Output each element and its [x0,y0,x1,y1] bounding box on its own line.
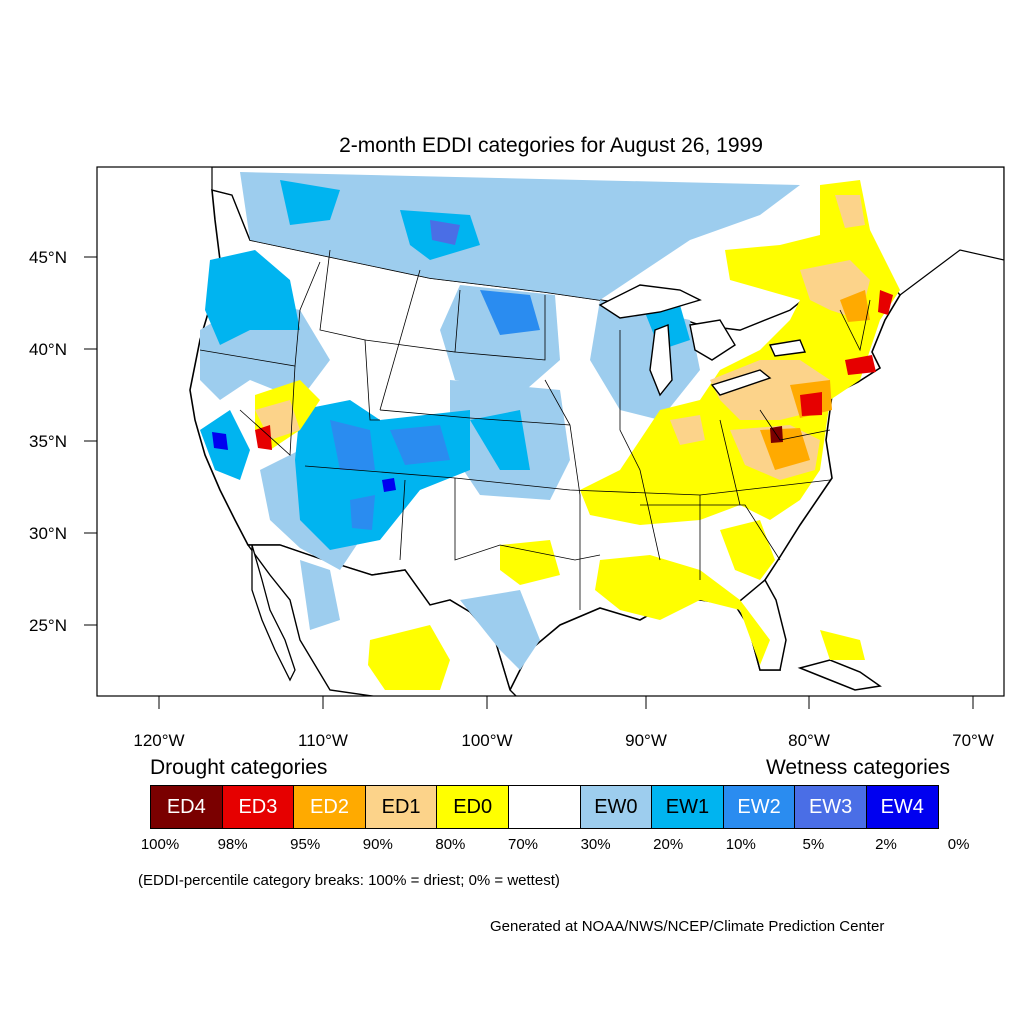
longitude-labels: 120°W 110°W 100°W 90°W 80°W 70°W [133,731,993,750]
lat-label: 30°N [29,524,67,543]
percentile-break-label: 100% [140,836,180,853]
legend-swatch: EW3 [794,785,867,829]
percentile-break-label: 95% [290,836,321,853]
percentile-break-label: 70% [507,836,539,853]
percentile-break-label: 0% [947,836,970,853]
legend-swatch: ED3 [221,785,295,829]
lat-label: 25°N [29,616,67,635]
legend-swatch: EW0 [579,785,653,829]
lat-label: 40°N [29,340,67,359]
map-frame [96,166,1005,697]
percentile-break-label: 5% [802,836,825,853]
percentile-break-label: 10% [725,836,756,853]
legend-swatch: ED0 [436,785,509,829]
legend-swatch: ED4 [150,785,223,829]
legend-swatch [507,785,581,829]
legend-swatch: EW2 [722,785,796,829]
latitude-axis [84,256,97,626]
percentile-break-label: 2% [875,836,897,853]
cuba [797,659,882,691]
percentile-break-label: 80% [435,836,466,853]
wetness-shading [200,172,800,670]
drought-categories-heading: Drought categories [150,756,328,779]
percentile-break-label: 90% [362,836,393,853]
category-note: (EDDI-percentile category breaks: 100% =… [138,872,560,889]
latitude-labels: 45°N 40°N 35°N 30°N 25°N [29,248,67,635]
category-legend: ED4 ED3 ED2 ED1 ED0 EW0 EW1 EW2 EW3 EW4 [150,785,939,829]
baja-peninsula [251,544,296,682]
map-title: 2-month EDDI categories for August 26, 1… [339,134,763,157]
percentile-break-label: 20% [653,836,684,853]
legend-swatch: EW1 [651,785,724,829]
state-borders [199,249,871,610]
wetness-categories-heading: Wetness categories [765,756,950,779]
drought-shading [255,180,900,690]
longitude-axis [158,696,974,709]
percentile-break-label: 98% [217,836,248,853]
legend-swatch: EW4 [865,785,939,829]
lon-label: 80°W [788,731,830,750]
map-body [189,167,1004,696]
lon-label: 70°W [952,731,994,750]
lat-label: 45°N [29,248,67,267]
lon-label: 100°W [461,731,512,750]
lon-label: 90°W [625,731,667,750]
lon-label: 110°W [298,731,348,750]
legend-swatch: ED1 [364,785,438,829]
lon-label: 120°W [133,731,184,750]
percentile-break-label: 30% [580,836,611,853]
legend-swatch: ED2 [293,785,366,829]
lat-label: 35°N [29,432,67,451]
great-lakes [598,284,806,397]
credit-line: Generated at NOAA/NWS/NCEP/Climate Predi… [490,918,885,935]
